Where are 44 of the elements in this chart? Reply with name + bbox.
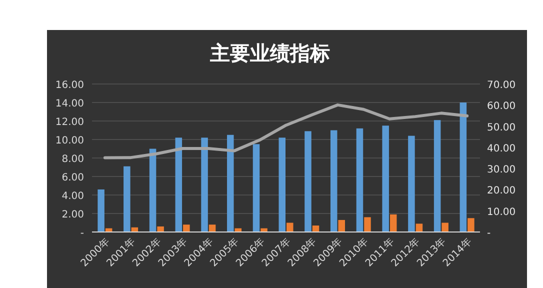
bar (98, 189, 104, 232)
bar (356, 128, 364, 232)
y2-tick-label: 10.00 (487, 206, 516, 218)
bar (227, 134, 234, 232)
bar (183, 224, 190, 232)
chart-title: 主要业绩指标 (209, 41, 330, 65)
bar (149, 148, 156, 232)
bar (408, 136, 415, 232)
bar (124, 166, 130, 232)
bar (338, 220, 345, 232)
bar (330, 130, 338, 232)
y-tick-label: - (80, 228, 84, 239)
y-tick-label: 14.00 (55, 98, 84, 110)
line-series (103, 103, 469, 160)
y2-tick-label: 30.00 (487, 164, 516, 176)
bar (382, 126, 389, 232)
bar (286, 222, 294, 232)
bar (442, 222, 448, 232)
bar (252, 144, 260, 232)
bar (390, 214, 397, 232)
y-tick-label: 12.00 (55, 117, 84, 128)
bar (208, 224, 216, 232)
bar (416, 224, 423, 232)
bar (468, 218, 474, 232)
y-tick-label: 10.00 (55, 136, 84, 146)
y-tick-label: 2.00 (62, 210, 84, 220)
y-tick-label: 8.00 (62, 154, 84, 165)
y2-tick-label: 20.00 (487, 186, 516, 197)
y2-tick-label: 70.00 (487, 80, 516, 91)
y-tick-label: 6.00 (62, 172, 84, 184)
y2-tick-label: 40.00 (487, 143, 516, 154)
bar (364, 217, 371, 232)
bar (157, 226, 164, 232)
y-tick-label: 16.00 (55, 80, 84, 91)
y2-tick-label: 50.00 (487, 122, 516, 134)
bar (434, 120, 441, 232)
bar (460, 102, 467, 232)
bar (304, 131, 312, 232)
bar (201, 138, 208, 232)
y2-tick-label: - (487, 228, 491, 239)
bar (278, 138, 286, 232)
bar (175, 138, 182, 232)
y-tick-label: 4.00 (62, 191, 84, 202)
y2-tick-label: 60.00 (487, 101, 516, 112)
